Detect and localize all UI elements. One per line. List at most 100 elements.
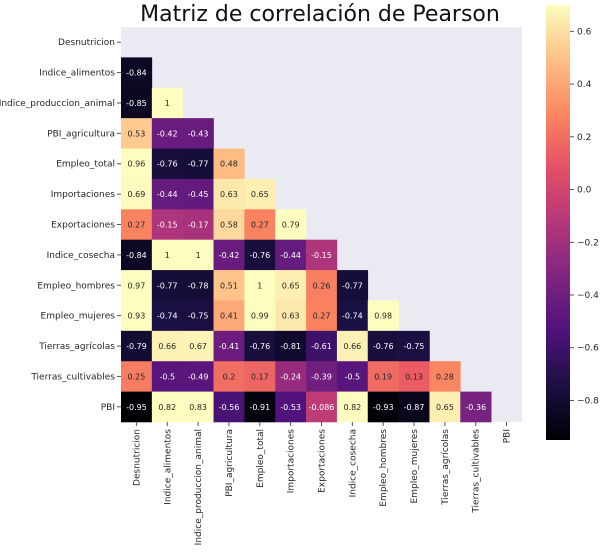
column-tick-label: Exportaciones: [318, 429, 328, 493]
cell-value-label: -0.76: [249, 251, 270, 260]
heatmap-cell: [306, 330, 338, 362]
heatmap-cell: [429, 391, 461, 423]
column-tick-label: Empleo_hombres: [379, 429, 389, 507]
heatmap-cell: [182, 239, 214, 271]
heatmap-cell: [336, 330, 369, 362]
column-tick-label: Indice_produccion_animal: [194, 429, 204, 545]
cell-value-label: -0.42: [157, 129, 178, 138]
heatmap-cell: [121, 148, 153, 180]
cell-value-label: 0.63: [282, 312, 300, 321]
heatmap-cell: [121, 270, 153, 301]
cell-value-label: -0.87: [404, 403, 425, 412]
heatmap-cell: [244, 209, 276, 240]
cell-value-label: 0.27: [251, 221, 269, 230]
heatmap-cell: [336, 391, 369, 423]
heatmap-cell: [244, 239, 276, 271]
heatmap-cell: [151, 391, 183, 423]
cell-value-label: -0.84: [126, 251, 147, 260]
row-tick-label: Importaciones: [51, 190, 116, 200]
cell-value-label: 0.93: [128, 312, 146, 321]
cell-value-label: 1: [196, 251, 201, 260]
cell-value-label: -0.36: [465, 403, 486, 412]
row-tick-label: PBI_agricultura: [47, 129, 115, 139]
heatmap-cell: [121, 391, 153, 423]
heatmap-cell: [121, 178, 153, 210]
heatmap-cell: [336, 361, 369, 392]
cell-value-label: -0.5: [345, 372, 361, 381]
cell-value-label: 0.19: [374, 372, 392, 381]
heatmap-cell: [151, 209, 183, 240]
cell-value-label: 0.41: [220, 312, 238, 321]
colorbar-tick-label: −0.4: [577, 291, 599, 301]
cell-value-label: -0.77: [342, 281, 363, 290]
cell-value-label: -0.75: [188, 312, 209, 321]
cell-value-label: 0.82: [158, 403, 176, 412]
heatmap-cell: [121, 87, 153, 119]
heatmap-cell: [306, 391, 338, 423]
heatmap-cell: [151, 300, 183, 332]
heatmap-cell: [121, 361, 153, 392]
heatmap-cell: [213, 270, 245, 301]
column-tick-label: Empleo_mujeres: [410, 429, 420, 504]
row-tick-label: Empleo_mujeres: [41, 312, 116, 322]
heatmap-cell: [398, 361, 430, 392]
heatmap-cell: [306, 300, 338, 332]
heatmap-cell: [244, 270, 276, 301]
cell-value-label: -0.95: [126, 403, 147, 412]
cell-value-label: 0.63: [220, 190, 238, 199]
cell-value-label: 0.79: [282, 221, 300, 230]
cell-value-label: -0.84: [126, 69, 147, 78]
cell-value-label: -0.44: [280, 251, 301, 260]
heatmap-cell: [151, 178, 183, 210]
cell-value-label: -0.61: [311, 342, 332, 351]
cell-value-label: -0.15: [311, 251, 332, 260]
heatmap-cell: [244, 300, 276, 332]
heatmap-cell: [151, 118, 183, 149]
heatmap-cell: [151, 148, 183, 180]
cell-value-label: -0.39: [311, 372, 332, 381]
colorbar: [546, 5, 570, 440]
heatmap-cell: [367, 330, 399, 362]
row-tick-label: Empleo_hombres: [37, 281, 115, 291]
cell-value-label: 0.69: [128, 190, 146, 199]
cell-value-label: 0.82: [343, 403, 361, 412]
row-tick-label: Indice_cosecha: [47, 251, 115, 261]
heatmap-cell: [151, 330, 183, 362]
cell-value-label: 0.25: [128, 372, 146, 381]
row-tick-label: Tierras_cultivables: [30, 372, 115, 382]
heatmap-cell: [306, 270, 338, 301]
cell-value-label: 0.53: [128, 129, 146, 138]
cell-value-label: -0.24: [280, 372, 301, 381]
heatmap-cell: [429, 361, 461, 392]
heatmap-cell: [275, 361, 307, 392]
colorbar-tick-label: 0.6: [577, 27, 592, 37]
heatmap-cell: [151, 87, 183, 119]
row-tick-label: Tierras_agrícolas: [38, 342, 115, 352]
cell-value-label: 0.28: [436, 372, 454, 381]
heatmap-cell: [275, 300, 307, 332]
heatmap-cell: [275, 239, 307, 271]
heatmap-cell: [213, 148, 245, 180]
colorbar-tick-label: −0.2: [577, 238, 599, 248]
row-tick-label: Indice_produccion_animal: [0, 99, 115, 109]
cell-value-label: 1: [165, 99, 170, 108]
colorbar-tick-label: −0.8: [577, 396, 599, 406]
column-tick-label: Indice_alimentos: [163, 429, 173, 505]
heatmap-cell: [275, 330, 307, 362]
cell-value-label: 0.99: [251, 312, 269, 321]
heatmap-cell: [367, 300, 399, 332]
column-tick-label: Tierras_agrícolas: [441, 429, 451, 506]
cell-value-label: -0.76: [249, 342, 270, 351]
heatmap-cell: [275, 391, 307, 423]
heatmap-cell: [121, 239, 153, 271]
heatmap-cell: [182, 209, 214, 240]
heatmap-cell: [213, 239, 245, 271]
heatmap-cell: [182, 148, 214, 180]
heatmap-cell: [182, 270, 214, 301]
heatmap-cell: [398, 330, 430, 362]
row-tick-label: Indice_alimentos: [39, 69, 115, 79]
cell-value-label: 0.67: [189, 342, 207, 351]
cell-value-label: 0.2: [223, 372, 236, 381]
